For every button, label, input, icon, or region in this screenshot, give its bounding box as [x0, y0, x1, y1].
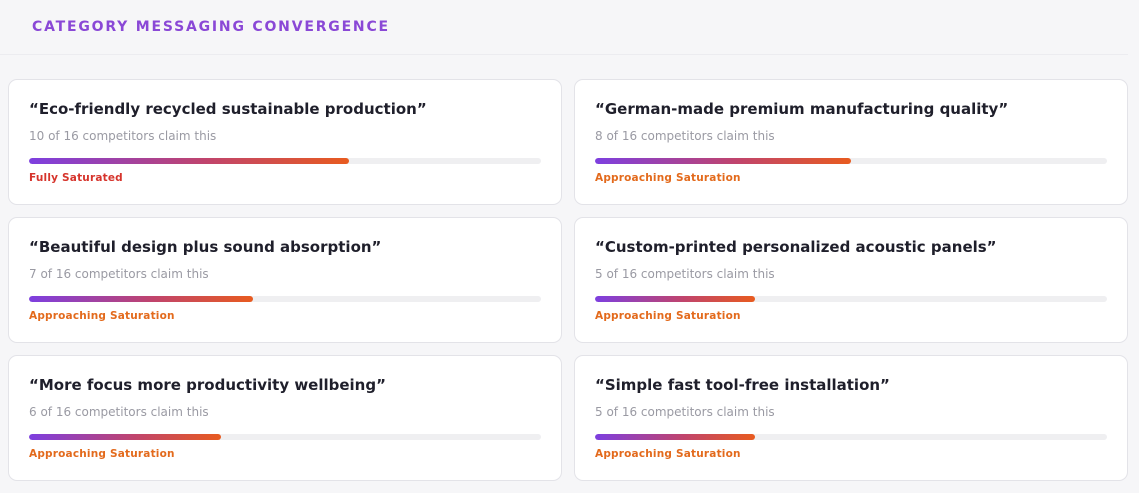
- claim-text: “More focus more productivity wellbeing”: [29, 376, 386, 394]
- saturation-bar-fill: [595, 434, 755, 440]
- claim-text: “Beautiful design plus sound absorption”: [29, 238, 382, 256]
- competitor-count: 7 of 16 competitors claim this: [29, 267, 209, 281]
- claim-text: “German-made premium manufacturing quali…: [595, 100, 1009, 118]
- saturation-bar-fill: [29, 296, 253, 302]
- section-header: CATEGORY MESSAGING CONVERGENCE: [0, 0, 1128, 55]
- saturation-bar-fill: [595, 296, 755, 302]
- competitor-count: 6 of 16 competitors claim this: [29, 405, 209, 419]
- saturation-status: Fully Saturated: [29, 172, 123, 184]
- saturation-bar-fill: [29, 434, 221, 440]
- saturation-status: Approaching Saturation: [29, 310, 175, 322]
- competitor-count: 5 of 16 competitors claim this: [595, 267, 775, 281]
- claim-text: “Simple fast tool-free installation”: [595, 376, 890, 394]
- saturation-bar-track: [29, 158, 541, 164]
- saturation-bar-track: [29, 434, 541, 440]
- saturation-bar-track: [595, 296, 1107, 302]
- saturation-status: Approaching Saturation: [595, 310, 741, 322]
- competitor-count: 8 of 16 competitors claim this: [595, 129, 775, 143]
- claim-text: “Custom-printed personalized acoustic pa…: [595, 238, 997, 256]
- claim-card: “German-made premium manufacturing quali…: [574, 79, 1128, 205]
- section-title: CATEGORY MESSAGING CONVERGENCE: [32, 19, 390, 35]
- claims-grid: “Eco-friendly recycled sustainable produ…: [8, 79, 1128, 481]
- claim-card: “Beautiful design plus sound absorption”…: [8, 217, 562, 343]
- saturation-bar-track: [29, 296, 541, 302]
- saturation-bar-fill: [595, 158, 851, 164]
- saturation-status: Approaching Saturation: [595, 448, 741, 460]
- saturation-bar-track: [595, 434, 1107, 440]
- saturation-bar-fill: [29, 158, 349, 164]
- saturation-status: Approaching Saturation: [29, 448, 175, 460]
- saturation-status: Approaching Saturation: [595, 172, 741, 184]
- claim-card: “Eco-friendly recycled sustainable produ…: [8, 79, 562, 205]
- competitor-count: 10 of 16 competitors claim this: [29, 129, 217, 143]
- competitor-count: 5 of 16 competitors claim this: [595, 405, 775, 419]
- claim-text: “Eco-friendly recycled sustainable produ…: [29, 100, 427, 118]
- claim-card: “Simple fast tool-free installation” 5 o…: [574, 355, 1128, 481]
- claim-card: “Custom-printed personalized acoustic pa…: [574, 217, 1128, 343]
- claim-card: “More focus more productivity wellbeing”…: [8, 355, 562, 481]
- saturation-bar-track: [595, 158, 1107, 164]
